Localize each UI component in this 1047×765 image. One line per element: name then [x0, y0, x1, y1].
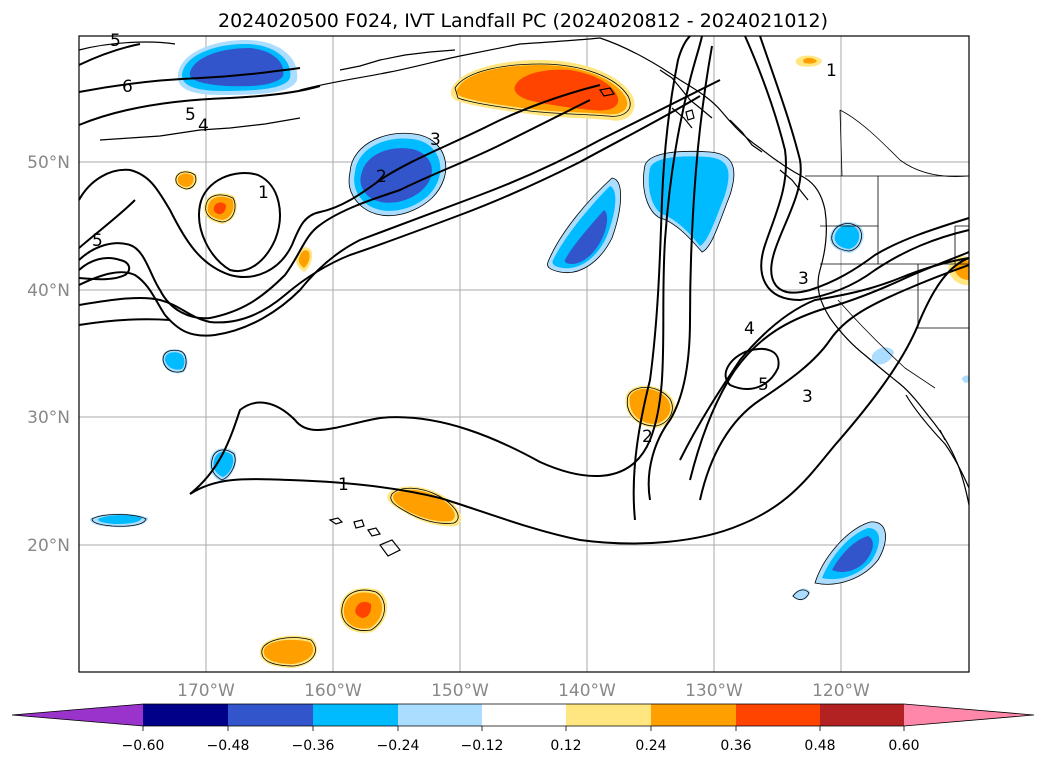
lon-label: 140°W: [558, 681, 616, 701]
colorbar-bin: [313, 704, 398, 726]
positive-anomalies: [174, 55, 969, 668]
borders: [805, 109, 970, 389]
colorbar-ticks: [142, 726, 905, 731]
lat-label: 20°N: [27, 536, 70, 556]
contour-label: 1: [826, 61, 837, 81]
lon-label: 150°W: [431, 681, 489, 701]
lon-label: 170°W: [177, 681, 235, 701]
contour-label: 3: [802, 387, 813, 407]
colorbar-tick-label: 0.12: [550, 738, 581, 754]
contour-label: 2: [376, 167, 387, 187]
colorbar-tick-label: 0.36: [720, 738, 751, 754]
colorbar-bin: [228, 704, 313, 726]
figure-title: 2024020500 F024, IVT Landfall PC (202402…: [218, 10, 828, 32]
contour-label: 5: [110, 31, 121, 51]
colorbar-under-arrow: [12, 704, 143, 726]
colorbar: −0.60 −0.48 −0.36 −0.24 −0.12 0.12 0.24 …: [11, 703, 1035, 754]
lon-label: 130°W: [685, 681, 743, 701]
colorbar-tick-label: 0.24: [635, 738, 666, 754]
colorbar-tick-label: 0.48: [804, 738, 835, 754]
lat-label: 40°N: [27, 281, 70, 301]
colorbar-bin: [566, 704, 651, 726]
colorbar-tick-label: −0.48: [207, 738, 250, 754]
lon-label: 120°W: [812, 681, 870, 701]
colorbar-bin: [482, 704, 566, 726]
contour-label: 6: [122, 77, 133, 97]
colorbar-tick-label: −0.12: [461, 738, 504, 754]
colorbar-tick-label: −0.36: [292, 738, 335, 754]
colorbar-bin: [651, 704, 736, 726]
contour-label-group: 5 6 5 4 3 2 1 5 2 1 1 3 4 5 3: [92, 31, 837, 495]
colorbar-bin: [820, 704, 904, 726]
contour-label: 1: [258, 183, 269, 203]
contour-label: 4: [744, 319, 755, 339]
longitude-labels: 170°W 160°W 150°W 140°W 130°W 120°W: [177, 681, 870, 701]
lat-label: 50°N: [27, 153, 70, 173]
colorbar-tick-label: 0.60: [888, 738, 919, 754]
contour-label: 2: [642, 427, 653, 447]
contour-label: 1: [338, 475, 349, 495]
contour-lines: [78, 35, 970, 545]
map-panel: 5 6 5 4 3 2 1 5 2 1 1 3 4 5 3: [78, 31, 970, 673]
contour-label: 3: [430, 130, 441, 150]
thin-outlines: [91, 63, 886, 667]
coastlines: [78, 37, 970, 557]
colorbar-bin: [143, 704, 228, 726]
contour-label: 3: [798, 269, 809, 289]
contour-label: 5: [185, 105, 196, 125]
colorbar-over-arrow: [904, 704, 1034, 726]
lon-label: 160°W: [304, 681, 362, 701]
contour-label: 5: [92, 231, 103, 251]
contour-label: 4: [198, 116, 209, 136]
lat-label: 30°N: [27, 408, 70, 428]
latitude-labels: 50°N 40°N 30°N 20°N: [27, 153, 70, 556]
contour-label: 5: [758, 375, 769, 395]
colorbar-bin: [398, 704, 482, 726]
colorbar-bin: [736, 704, 820, 726]
colorbar-tick-label: −0.24: [377, 738, 420, 754]
colorbar-tick-label: −0.60: [122, 738, 165, 754]
